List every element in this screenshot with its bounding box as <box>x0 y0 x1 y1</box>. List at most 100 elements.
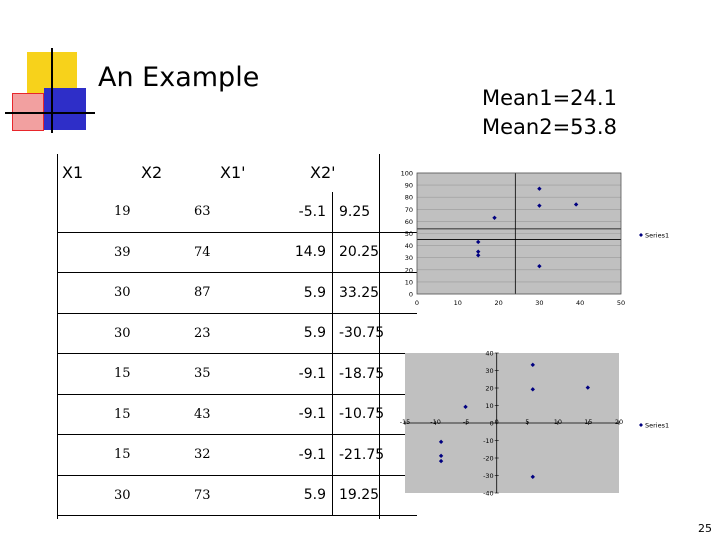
table-cell: 43 <box>165 394 245 435</box>
slide-title: An Example <box>98 62 260 93</box>
x-tick-label: 0 <box>415 299 419 307</box>
table-cell: 30 <box>58 272 165 314</box>
legend-marker <box>639 233 643 237</box>
data-point <box>530 362 535 368</box>
table-cell: -10.75 <box>332 394 417 435</box>
legend-label: Series1 <box>645 232 669 240</box>
table-cell: 9.25 <box>332 192 417 233</box>
table-cell: 14.9 <box>245 232 333 273</box>
table-cell: -18.75 <box>332 353 417 395</box>
table-cell: 39 <box>58 232 165 273</box>
y-tick-label: 20 <box>485 385 493 393</box>
header-x1-prime: X1' <box>220 163 246 182</box>
data-point <box>492 215 497 220</box>
y-tick-label: 0 <box>490 420 494 428</box>
x-tick-label: -10 <box>430 418 441 426</box>
x-tick-label: 15 <box>584 418 592 426</box>
data-point <box>476 253 481 258</box>
y-tick-label: 10 <box>405 278 413 286</box>
y-tick-label: 30 <box>405 254 413 262</box>
table-row: 30 73 5.9 19.25 <box>58 475 417 516</box>
y-tick-label: 100 <box>401 170 413 178</box>
table-cell: 19.25 <box>332 475 417 516</box>
table-row: 39 74 14.9 20.25 <box>58 232 417 273</box>
table-cell: 74 <box>165 232 245 273</box>
table-row: 15 43 -9.1 -10.75 <box>58 394 417 435</box>
data-point <box>476 239 481 245</box>
x-tick-label: -15 <box>400 418 411 426</box>
data-point <box>438 453 444 459</box>
data-point <box>438 439 444 445</box>
data-point <box>537 203 542 208</box>
table-cell: 20.25 <box>332 232 417 273</box>
table-cell: 33.25 <box>332 272 417 314</box>
table-cell: -21.75 <box>332 434 417 476</box>
y-tick-label: 60 <box>405 218 413 226</box>
logo-horizontal-line <box>5 112 95 114</box>
table-cell: 15 <box>58 353 165 395</box>
table-cell: -9.1 <box>245 394 333 435</box>
data-point <box>530 387 535 392</box>
y-tick-label: 10 <box>485 402 493 410</box>
legend-label: Series1 <box>645 422 669 430</box>
x-tick-label: 10 <box>454 299 462 307</box>
table-cell: 73 <box>165 475 245 516</box>
y-tick-label: -30 <box>483 472 494 480</box>
data-point <box>476 249 481 254</box>
x-tick-label: 30 <box>535 299 543 307</box>
x-tick-label: 20 <box>615 418 623 426</box>
x-tick-label: -5 <box>463 418 469 426</box>
table-cell: 5.9 <box>245 272 333 314</box>
data-table: 19 63 -5.1 9.25 39 74 14.9 20.25 30 87 5.9 33.25 30 2… <box>58 192 417 516</box>
y-tick-label: 0 <box>409 291 413 299</box>
data-point <box>585 385 591 390</box>
data-point <box>537 263 542 269</box>
table-row: 15 35 -9.1 -18.75 <box>58 353 417 395</box>
table-cell: 35 <box>165 353 245 395</box>
x-tick-label: 40 <box>576 299 584 307</box>
page-number: 25 <box>698 522 712 535</box>
y-tick-label: 70 <box>405 206 413 214</box>
legend-marker <box>639 423 643 427</box>
mean2-label: Mean2=53.8 <box>482 115 617 139</box>
table-cell: 5.9 <box>245 475 333 516</box>
x-tick-label: 10 <box>554 418 562 426</box>
logo-vertical-line <box>51 48 53 133</box>
table-cell: 15 <box>58 394 165 435</box>
data-point <box>530 474 535 480</box>
table-cell: -9.1 <box>245 353 333 395</box>
y-tick-label: 20 <box>405 266 413 274</box>
table-cell: 87 <box>165 272 245 314</box>
data-point <box>438 458 444 464</box>
table-cell: 30 <box>58 475 165 516</box>
y-tick-label: -20 <box>483 455 494 463</box>
y-tick-label: -40 <box>483 490 494 498</box>
x-tick-label: 0 <box>495 418 499 426</box>
table-cell: -9.1 <box>245 434 333 476</box>
scatter-chart-original: 0 10 20 30 40 50 60 70 80 90 100 0 10 20 30 40 50 Series1 <box>401 170 670 308</box>
table-row: 19 63 -5.1 9.25 <box>58 192 417 233</box>
header-x2-prime: X2' <box>310 163 336 182</box>
data-point <box>573 202 579 207</box>
x-tick-label: 20 <box>494 299 502 307</box>
x-tick-label: 50 <box>617 299 625 307</box>
table-cell: -30.75 <box>332 313 417 354</box>
y-tick-label: 80 <box>405 194 413 202</box>
header-x2: X2 <box>141 163 163 182</box>
y-tick-label: 50 <box>405 230 413 238</box>
y-tick-label: -10 <box>483 437 494 445</box>
plot-border <box>416 172 622 295</box>
table-row: 30 87 5.9 33.25 <box>58 272 417 314</box>
y-tick-label: 90 <box>405 182 413 190</box>
table-cell: 63 <box>165 192 245 233</box>
x-tick-label: 5 <box>525 418 529 426</box>
mean1-label: Mean1=24.1 <box>482 86 617 110</box>
table-cell: 5.9 <box>245 313 333 354</box>
y-tick-label: 30 <box>485 367 493 375</box>
y-tick-label: 40 <box>405 242 413 250</box>
table-cell: 19 <box>58 192 165 233</box>
table-cell: 15 <box>58 434 165 476</box>
table-row: 30 23 5.9 -30.75 <box>58 313 417 354</box>
table-cell: -5.1 <box>245 192 333 233</box>
